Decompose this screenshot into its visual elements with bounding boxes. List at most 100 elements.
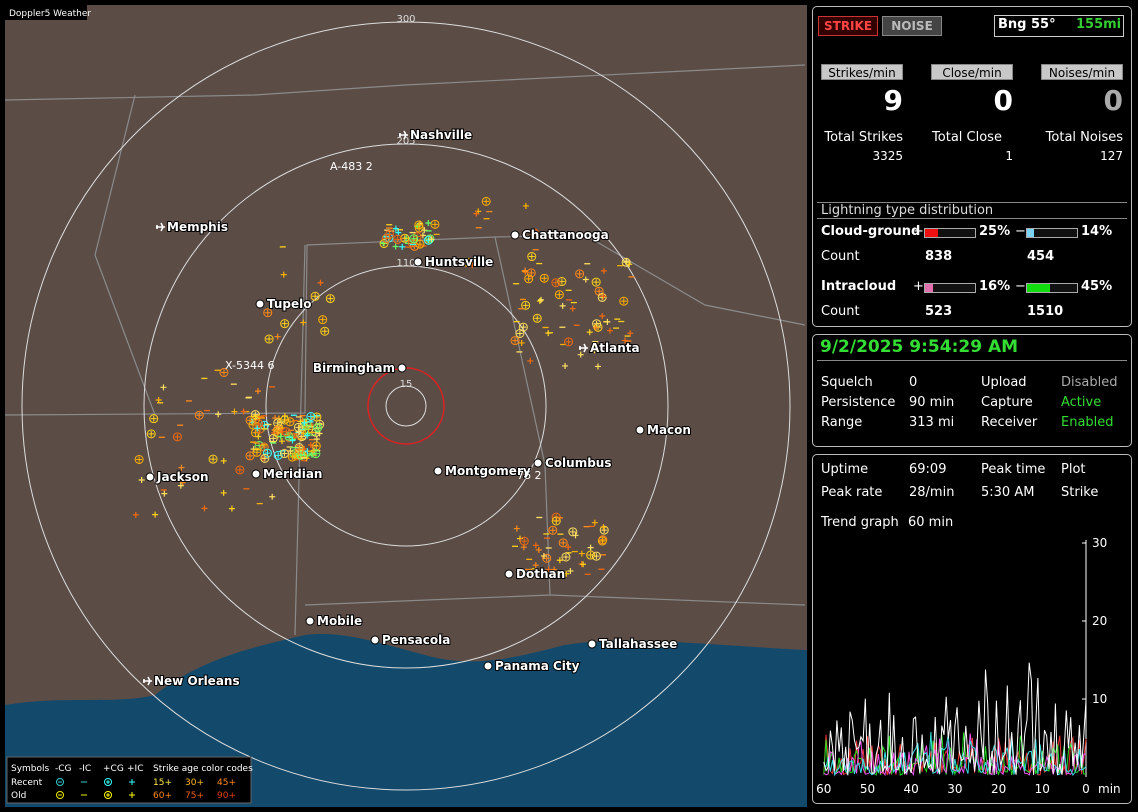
strike-symbol xyxy=(274,424,284,434)
total-label: Total Noises xyxy=(1045,130,1123,145)
city-label: Mobile xyxy=(317,614,362,628)
strike-symbol xyxy=(399,243,406,250)
city-label: Panama City xyxy=(495,659,580,673)
strike-symbol xyxy=(293,422,303,432)
percent-label: 25% xyxy=(979,224,1011,239)
city-label: Chattanooga xyxy=(522,228,609,242)
strike-symbol xyxy=(318,315,328,325)
range-ring xyxy=(143,143,669,669)
strike-symbol xyxy=(270,435,277,442)
legend: Symbols -CG -IC +CG +IC Strike age color code… xyxy=(6,756,253,804)
strike-symbol xyxy=(392,243,399,250)
strike-symbol xyxy=(575,269,585,279)
setting-text: 0 xyxy=(909,375,918,390)
strike-symbol xyxy=(620,298,627,305)
strike-symbol xyxy=(275,452,282,459)
range-ring xyxy=(265,265,547,547)
strike-symbol xyxy=(586,329,593,336)
rate-label: Close/min xyxy=(931,64,1013,80)
y-tick-label: 10 xyxy=(1092,692,1107,706)
city-label: Jackson xyxy=(156,470,209,484)
stat-text: Plot xyxy=(1061,462,1086,477)
legend-symbol xyxy=(106,780,110,784)
city-dot xyxy=(397,363,407,373)
type-name: Cloud-ground xyxy=(821,224,921,239)
strike-symbol xyxy=(281,450,288,457)
strike-symbol xyxy=(150,415,157,422)
strike-symbol xyxy=(582,276,589,283)
strike-symbol xyxy=(264,309,271,316)
strike-symbol xyxy=(255,433,262,440)
strike-symbol xyxy=(510,336,520,346)
strike-symbol xyxy=(512,337,519,344)
strike-symbol xyxy=(473,210,480,217)
strike-symbol xyxy=(317,279,324,286)
strike-tag: A-483 2 xyxy=(330,160,373,173)
strike-symbol xyxy=(160,384,167,391)
strike-symbol xyxy=(600,293,607,300)
strike-symbol xyxy=(281,427,291,437)
legend-symbol-type: -IC xyxy=(79,764,91,774)
strike-symbol xyxy=(627,330,634,337)
strike-symbol xyxy=(563,570,570,577)
strike-symbol xyxy=(177,482,184,489)
city-label: Pensacola xyxy=(382,633,450,647)
noise-button[interactable]: NOISE xyxy=(882,16,942,36)
strike-symbol xyxy=(562,362,569,369)
bearing: Bng 55° xyxy=(998,17,1056,32)
strike-symbol xyxy=(392,225,399,232)
strike-symbol xyxy=(600,524,607,531)
strike-button[interactable]: STRIKE xyxy=(818,16,878,36)
strike-symbol xyxy=(619,296,629,306)
strike-symbol xyxy=(254,425,261,432)
legend-age-code: 75+ xyxy=(185,791,204,801)
strike-symbol xyxy=(138,477,145,484)
city-label: Montgomery xyxy=(445,464,531,478)
strike-symbol xyxy=(591,347,598,354)
strike-symbol xyxy=(393,234,403,244)
city-label: Macon xyxy=(647,423,691,437)
legend-symbol-type: +IC xyxy=(127,764,143,774)
strike-symbol xyxy=(287,448,294,455)
city-label: Nashville xyxy=(410,128,472,142)
x-tick-label: 60 xyxy=(816,782,831,796)
legend-symbol xyxy=(104,791,112,799)
x-tick-label: 0 xyxy=(1082,782,1090,796)
strike-symbol xyxy=(409,234,419,244)
y-tick-label: 30 xyxy=(1092,536,1107,550)
count-label: Count xyxy=(821,249,860,264)
strike-symbol xyxy=(527,357,534,364)
x-tick-label: 40 xyxy=(904,782,919,796)
strike-symbol xyxy=(556,291,563,298)
city-dot xyxy=(635,425,645,435)
city-label: Meridian xyxy=(263,467,322,481)
strike-symbol xyxy=(381,233,391,243)
strike-symbol xyxy=(553,518,560,525)
strike-symbol xyxy=(273,450,283,460)
strike-symbol xyxy=(560,539,567,546)
strike-symbol xyxy=(266,336,273,343)
strike-symbol xyxy=(521,538,528,545)
city-dot xyxy=(510,230,520,240)
setting-text: Squelch xyxy=(821,375,873,390)
strike-symbol xyxy=(201,505,208,512)
strike-symbol xyxy=(327,295,334,302)
strike-symbol xyxy=(556,557,563,564)
type-name: Intracloud xyxy=(821,279,897,294)
rate-value: 0 xyxy=(1103,84,1123,117)
strike-symbol xyxy=(312,450,319,457)
strike-symbol xyxy=(606,327,613,334)
strike-symbol xyxy=(626,261,633,268)
strike-symbol xyxy=(586,550,596,560)
datetime: 9/2/2025 9:54:29 AM xyxy=(820,337,1019,357)
strike-tag: 76 2 xyxy=(517,469,542,482)
strike-symbol xyxy=(252,447,262,457)
setting-text: Capture xyxy=(981,395,1033,410)
strike-symbol xyxy=(532,542,539,549)
city-label: Tallahassee xyxy=(599,637,677,651)
strike-symbol xyxy=(551,566,558,573)
strike-symbol xyxy=(591,519,598,526)
strike-symbol xyxy=(294,444,304,454)
strike-symbol xyxy=(597,536,607,546)
strike-symbol xyxy=(280,271,287,278)
